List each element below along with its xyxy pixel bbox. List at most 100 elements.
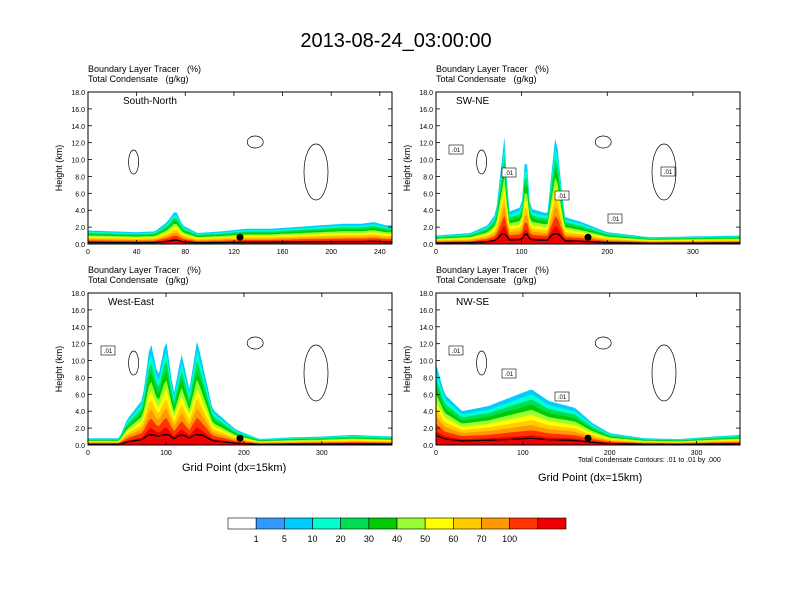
y-axis-label: Height (km)	[402, 346, 412, 393]
condensate-contour	[128, 149, 139, 175]
colorbar-swatch	[368, 517, 398, 530]
x-tick-label: 100	[517, 450, 529, 457]
panel3-xlabel: Grid Point (dx=15km)	[182, 462, 287, 474]
y-tick-label: 18.0	[71, 90, 85, 97]
y-axis-label: Height (km)	[402, 145, 412, 192]
plot-frame	[435, 292, 741, 446]
x-tick-label: 200	[238, 450, 250, 457]
terrain-line	[435, 434, 740, 445]
location-marker	[236, 434, 244, 442]
y-tick-label: 18.0	[419, 291, 433, 298]
location-marker	[584, 233, 592, 241]
colorbar-label: 60	[448, 534, 458, 544]
contour-label-box	[501, 368, 517, 379]
condensate-contour	[594, 336, 612, 350]
colorbar-swatch	[509, 517, 539, 530]
contour-footnote: Total Condensate Contours: .01 to .01 by…	[578, 457, 721, 464]
colorbar-swatch	[255, 517, 285, 530]
y-tick-label: 8.0	[423, 174, 433, 181]
y-tick-label: 12.0	[71, 342, 85, 349]
condensate-contour	[246, 135, 264, 149]
x-tick-label: 80	[181, 249, 189, 256]
x-tick-label: 120	[228, 249, 240, 256]
plot-background	[436, 92, 740, 244]
y-tick-label: 8.0	[423, 375, 433, 382]
condensate-contour	[128, 350, 139, 376]
terrain-line	[436, 233, 740, 244]
y-tick-label: 2.0	[423, 225, 433, 232]
colorbar-label: 50	[420, 534, 430, 544]
panel3-var-label-1: Boundary Layer Tracer (%)	[88, 265, 202, 275]
colorbar-label: 30	[364, 534, 374, 544]
panel-2: 0.0 2.0 4.0 6.0 8.0 10.0 12.0 14.0 16.0 18.0 0 100 2…	[402, 90, 741, 256]
y-axis-label: Height (km)	[54, 145, 64, 192]
contour-label-box	[448, 345, 464, 356]
condensate-contour	[476, 350, 487, 376]
y-tick-label: 4.0	[423, 409, 433, 416]
panel2-var-label-1: Boundary Layer Tracer (%)	[436, 64, 550, 74]
y-tick-label: 6.0	[423, 392, 433, 399]
colorbar-swatch	[312, 517, 341, 530]
panel-title: South-North	[123, 96, 177, 107]
contour-label-box	[501, 167, 517, 178]
location-marker	[584, 434, 592, 442]
plot-frame	[87, 292, 393, 446]
panel-1: 0.0 2.0 4.0 6.0 8.0 10.0 12.0 14.0 16.0 18.0 0 40 80…	[54, 90, 393, 256]
x-tick-label: 160	[277, 249, 289, 256]
x-tick-label: 300	[687, 249, 699, 256]
condensate-contour	[246, 336, 264, 350]
y-tick-label: 8.0	[75, 174, 85, 181]
panel4-xlabel: Grid Point (dx=15km)	[538, 472, 643, 484]
contour-label-box	[660, 166, 676, 177]
plot-frame	[435, 91, 741, 245]
x-tick-label: 300	[691, 450, 703, 457]
contour-label: .01	[505, 171, 514, 177]
contour-label-box	[607, 213, 623, 224]
y-tick-label: 4.0	[423, 208, 433, 215]
colorbar-label: 20	[336, 534, 346, 544]
contour-label: .01	[452, 349, 461, 355]
y-tick-label: 6.0	[423, 191, 433, 198]
contour-label-box	[448, 144, 464, 155]
contour-label: .01	[558, 395, 567, 401]
tracer-band-7	[436, 196, 740, 244]
y-tick-label: 0.0	[75, 443, 85, 450]
y-tick-label: 14.0	[71, 325, 85, 332]
panel-title: NW-SE	[456, 297, 489, 308]
panel3-var-label-2: Total Condensate (g/kg)	[88, 275, 189, 285]
y-tick-label: 12.0	[419, 141, 433, 148]
x-tick-label: 0	[86, 450, 90, 457]
panel4-var-label-1: Boundary Layer Tracer (%)	[436, 265, 550, 275]
x-tick-label: 200	[601, 249, 613, 256]
x-tick-label: 0	[434, 450, 438, 457]
colorbar-label: 10	[307, 534, 317, 544]
y-tick-label: 8.0	[75, 375, 85, 382]
colorbar-swatch	[284, 517, 313, 530]
colorbar-swatch	[227, 517, 257, 530]
y-tick-label: 12.0	[419, 342, 433, 349]
contour-label: .01	[452, 148, 461, 154]
colorbar-swatch	[481, 517, 510, 530]
y-tick-label: 0.0	[423, 242, 433, 249]
y-tick-label: 2.0	[75, 426, 85, 433]
x-tick-label: 100	[516, 249, 528, 256]
contour-label: .01	[505, 372, 514, 378]
y-tick-label: 18.0	[419, 90, 433, 97]
x-tick-label: 240	[374, 249, 386, 256]
contour-label-box	[554, 190, 570, 201]
y-tick-label: 6.0	[75, 392, 85, 399]
contour-label: .01	[611, 217, 620, 223]
panel1-var-label-1: Boundary Layer Tracer (%)	[88, 64, 202, 74]
contour-label: .01	[104, 349, 113, 355]
condensate-contour	[651, 143, 677, 201]
condensate-contour	[651, 344, 677, 402]
contour-label-box	[100, 345, 116, 356]
colorbar-label: 1	[254, 534, 259, 544]
condensate-contour	[476, 149, 487, 175]
x-tick-label: 40	[133, 249, 141, 256]
y-tick-label: 14.0	[419, 124, 433, 131]
location-marker	[236, 233, 244, 241]
y-tick-label: 10.0	[71, 158, 85, 165]
x-tick-label: 0	[86, 249, 90, 256]
